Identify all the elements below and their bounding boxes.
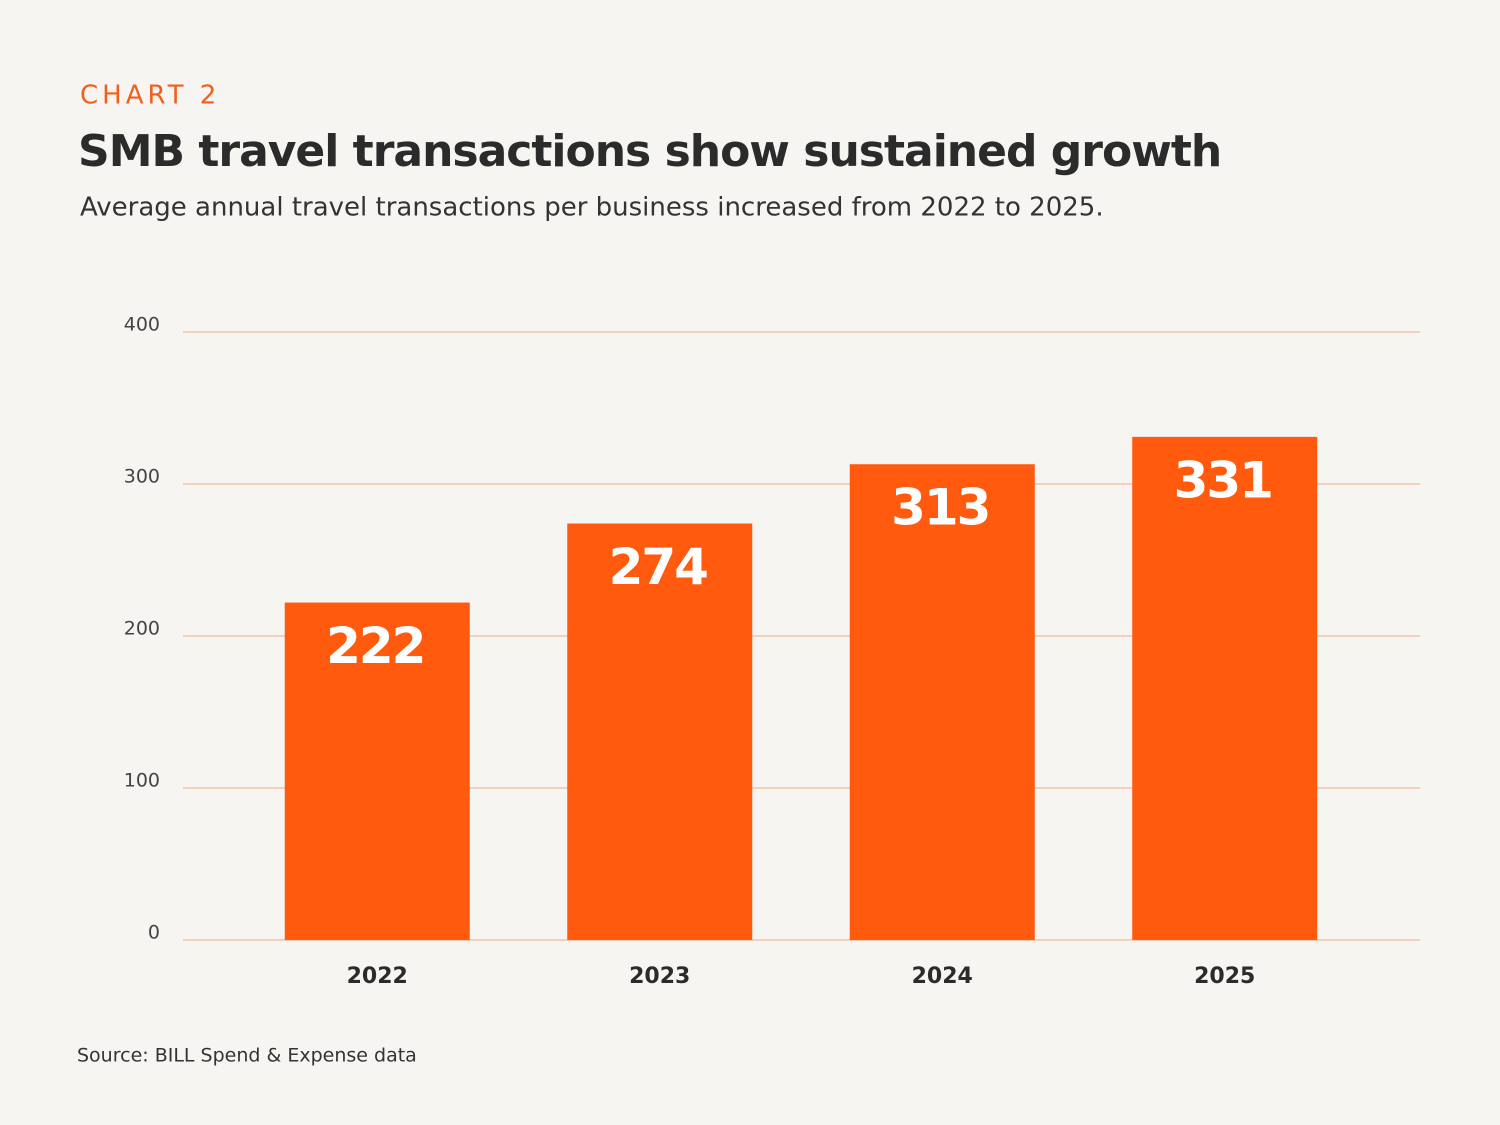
bar xyxy=(567,523,753,940)
bar xyxy=(284,602,470,940)
value-label: 331 xyxy=(1174,451,1272,509)
chart-title: SMB travel transactions show sustained g… xyxy=(78,126,1221,177)
value-label: 313 xyxy=(891,479,989,537)
bar xyxy=(849,464,1035,940)
x-tick-label: 2025 xyxy=(1194,964,1255,989)
y-tick-label: 300 xyxy=(124,466,160,488)
y-tick-label: 0 xyxy=(148,922,160,944)
value-label: 222 xyxy=(326,617,424,675)
x-tick-label: 2022 xyxy=(347,964,408,989)
chart-kicker: CHART 2 xyxy=(80,81,220,111)
chart-source: Source: BILL Spend & Expense data xyxy=(77,1045,417,1067)
value-label: 274 xyxy=(609,538,708,596)
x-tick-label: 2024 xyxy=(912,964,973,989)
x-tick-label: 2023 xyxy=(629,964,690,989)
bar xyxy=(1132,436,1318,940)
chart-subtitle: Average annual travel transactions per b… xyxy=(80,193,1104,223)
y-tick-label: 100 xyxy=(124,770,160,792)
y-tick-label: 400 xyxy=(124,314,160,336)
y-tick-label: 200 xyxy=(124,618,160,640)
